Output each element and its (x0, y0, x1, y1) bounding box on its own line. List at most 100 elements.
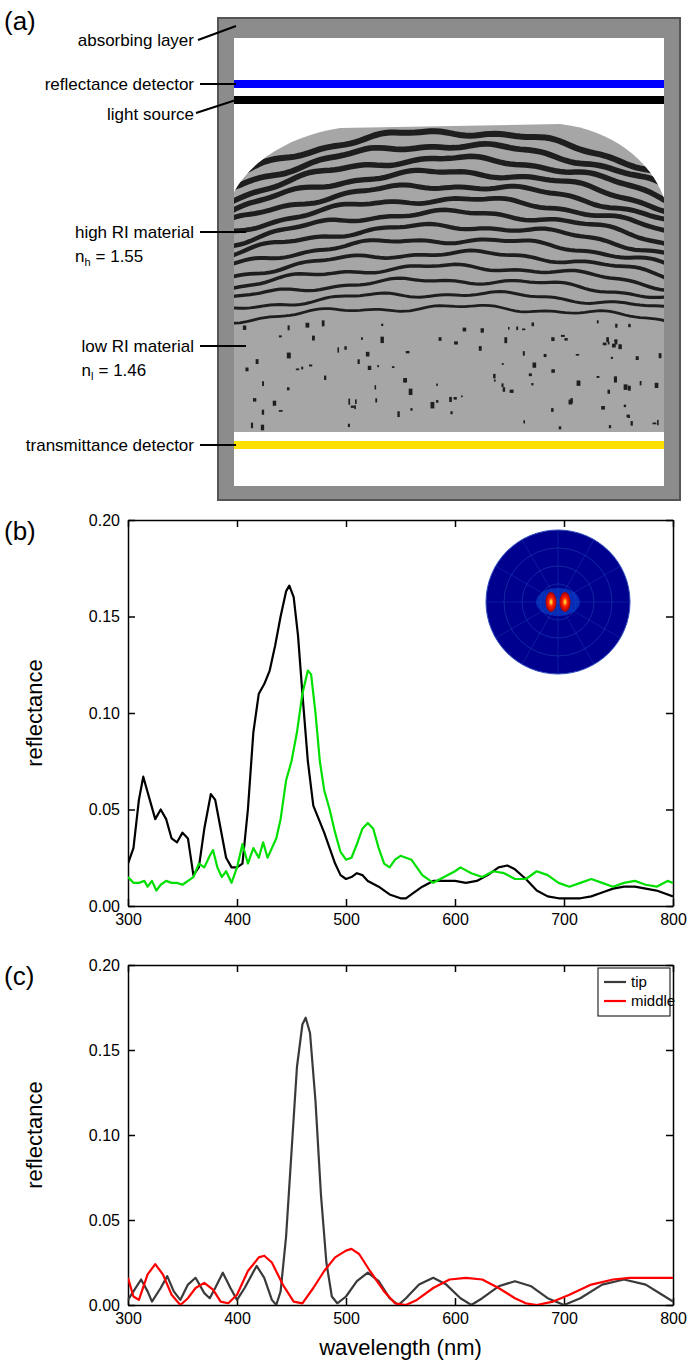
tick-mark (128, 1135, 135, 1137)
speck (636, 356, 639, 360)
high-ri-layers (230, 131, 665, 430)
value: = 1.46 (99, 361, 147, 380)
speck (615, 324, 617, 328)
speck (351, 406, 355, 408)
speck (454, 397, 457, 400)
legend: tipmiddle (598, 968, 675, 1016)
speck (344, 346, 346, 350)
absorbing-layer (218, 18, 680, 500)
high-ri-layer (230, 264, 665, 290)
light-source (234, 96, 664, 104)
tick-mark (128, 906, 135, 908)
y-right-axis (666, 521, 674, 907)
speck (627, 415, 630, 418)
speck (628, 324, 630, 327)
y-axis-title: reflectance (22, 1081, 47, 1189)
speck (324, 376, 326, 380)
diagram-label: absorbing layer (78, 31, 195, 50)
speck (628, 386, 631, 391)
tick-mark (237, 965, 239, 972)
speck (431, 402, 435, 408)
x-top-axis (129, 965, 674, 972)
speck (322, 320, 325, 326)
tick-mark (128, 965, 135, 967)
speck (532, 322, 535, 326)
y-tick: 0.10 (89, 1127, 135, 1144)
symbol: n (75, 247, 84, 266)
legend-swatch (604, 981, 626, 983)
inset (486, 530, 630, 674)
tick-mark (346, 899, 348, 906)
figure: (a)absorbing layerreflectance detectorli… (0, 0, 697, 1364)
speck (309, 365, 312, 367)
speck (279, 335, 282, 337)
panel-label: (c) (4, 961, 34, 991)
leader-line (198, 26, 236, 40)
speck (570, 398, 572, 403)
tick-mark (237, 520, 239, 527)
tick-label: 0.10 (89, 705, 120, 722)
legend-swatch (604, 1000, 626, 1002)
tick-mark (666, 1220, 673, 1222)
tick-mark (455, 899, 457, 906)
tick-label: 0.15 (89, 1042, 120, 1059)
panel-label: (a) (4, 6, 36, 36)
diagram-label: high RI material (75, 223, 194, 242)
symbol: n (82, 361, 91, 380)
tick-mark (666, 616, 673, 618)
tick-label: 500 (333, 911, 360, 928)
speck (262, 410, 264, 415)
panel-label: (b) (4, 516, 36, 546)
tick-mark (666, 906, 673, 908)
y-tick: 0.05 (89, 801, 135, 818)
leader-line (200, 444, 236, 446)
tick-label: 600 (442, 911, 469, 928)
speck (406, 351, 410, 353)
y-tick: 0.05 (89, 1212, 135, 1229)
tick-mark (128, 616, 135, 618)
series-line (128, 1018, 673, 1305)
speck (564, 338, 567, 341)
tick-label: 800 (660, 911, 687, 928)
x-top-tick (455, 965, 456, 972)
refractive-index: nh= 1.55 (75, 247, 143, 268)
speck (381, 324, 383, 326)
tick-mark (666, 1050, 673, 1052)
speck (624, 384, 628, 390)
y-tick: 0.20 (89, 957, 135, 974)
speck (337, 347, 339, 352)
speck (279, 410, 283, 412)
speck (481, 328, 484, 332)
tick-label: 0.05 (89, 801, 120, 818)
speck (410, 408, 412, 411)
speck (439, 337, 442, 341)
y-right-tick (666, 965, 673, 966)
speck (355, 399, 357, 404)
speck (397, 411, 399, 417)
speck (655, 383, 659, 388)
speck (392, 366, 395, 368)
speck (504, 337, 507, 343)
x-tick: 700 (551, 899, 578, 928)
x-top-tick (564, 520, 565, 527)
legend-label: tip (631, 973, 647, 990)
speck (523, 420, 525, 423)
reflectance-detector (234, 80, 664, 88)
y-tick: 0.15 (89, 608, 135, 625)
y-right-tick (666, 1305, 673, 1306)
speck (436, 384, 438, 386)
tick-label: 0.10 (89, 1127, 120, 1144)
speck (380, 337, 383, 343)
y-right-tick (666, 713, 673, 714)
diagram-label: reflectance detector (45, 75, 195, 94)
y-tick: 0.00 (89, 898, 135, 915)
speck (253, 398, 256, 402)
speck (502, 363, 504, 365)
tick-mark (455, 965, 457, 972)
speck (503, 387, 505, 392)
speck (608, 342, 610, 345)
tick-mark (564, 899, 566, 906)
x-tick: 500 (333, 899, 360, 928)
transmittance-detector (234, 441, 664, 449)
x-axis: 300400500600700800 (115, 899, 687, 928)
